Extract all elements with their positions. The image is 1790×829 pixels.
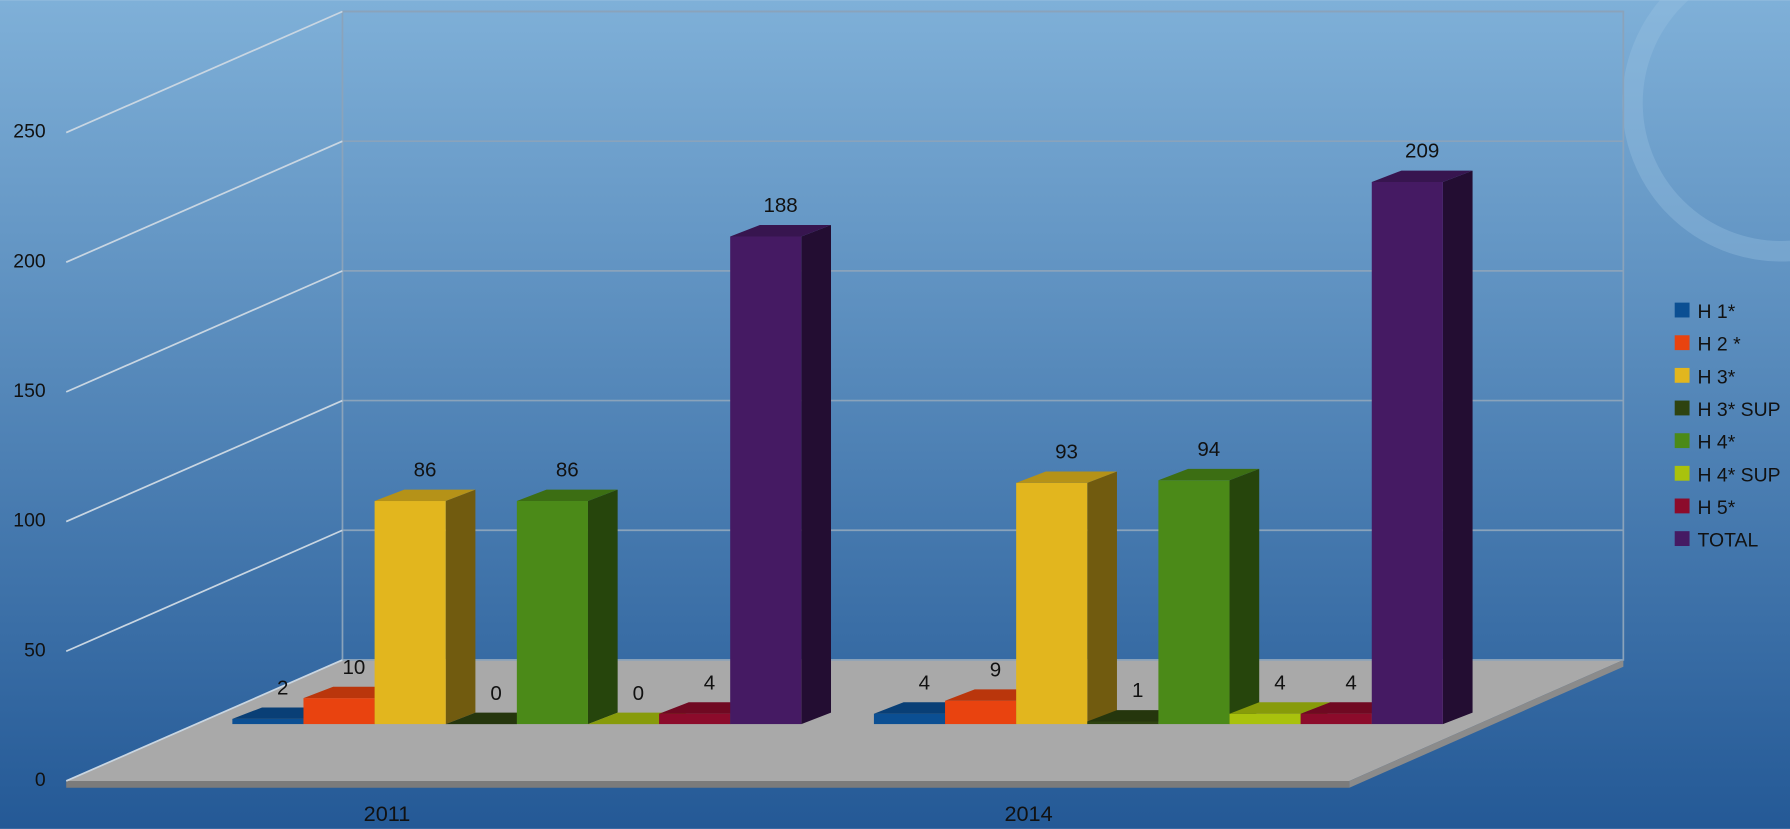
bar <box>1016 471 1117 724</box>
data-label: 4 <box>1274 671 1285 694</box>
bar <box>1158 469 1259 724</box>
data-label: 86 <box>556 459 579 482</box>
data-label: 93 <box>1055 441 1078 464</box>
legend-label: TOTAL <box>1698 530 1759 552</box>
bar-front <box>303 698 374 724</box>
legend-label: H 2 * <box>1698 334 1742 356</box>
y-tick-label: 0 <box>35 769 46 791</box>
bar-front <box>1158 480 1229 724</box>
legend-label: H 3* <box>1698 366 1736 388</box>
data-label: 10 <box>342 656 365 679</box>
legend-swatch <box>1675 499 1690 514</box>
bar <box>517 490 618 724</box>
bar-side <box>588 490 618 724</box>
legend-swatch <box>1675 531 1690 546</box>
data-label: 1 <box>1132 679 1143 702</box>
y-tick-label: 150 <box>13 380 46 402</box>
data-label: 0 <box>633 682 644 705</box>
bar-front <box>874 714 945 724</box>
y-tick-label: 200 <box>13 250 46 272</box>
bar-front <box>1301 714 1372 724</box>
legend-swatch <box>1675 303 1690 318</box>
legend-swatch <box>1675 401 1690 416</box>
page: 0 50 100 150 200 250 2011 2 10 86 0 86 0 4 188 2014 4 9 93… <box>0 0 1790 829</box>
bar <box>730 225 831 724</box>
x-tick-label: 2014 <box>1004 801 1052 826</box>
data-label: 4 <box>919 671 930 694</box>
data-label: 209 <box>1405 140 1439 163</box>
legend-swatch <box>1675 466 1690 481</box>
bar-front <box>659 714 730 724</box>
data-label: 94 <box>1197 438 1220 461</box>
data-label: 188 <box>763 194 797 217</box>
y-tick-label: 100 <box>13 510 46 532</box>
y-tick-label: 50 <box>24 639 46 661</box>
bar-side <box>446 490 476 724</box>
legend-swatch <box>1675 368 1690 383</box>
bar-side <box>1230 469 1260 724</box>
chart: 0 50 100 150 200 250 2011 2 10 86 0 86 0 4 188 2014 4 9 93… <box>0 0 1790 829</box>
bar <box>1372 171 1473 724</box>
bar-front <box>375 501 446 724</box>
legend-label: H 1* <box>1698 301 1736 323</box>
bar-front <box>1016 483 1087 724</box>
bar-front <box>1372 182 1443 724</box>
bar-front <box>730 236 801 724</box>
legend-swatch <box>1675 335 1690 350</box>
data-label: 86 <box>414 459 437 482</box>
bar-side <box>1443 171 1473 724</box>
legend-label: H 5* <box>1698 497 1736 519</box>
data-label: 9 <box>990 658 1001 681</box>
floor-edge <box>66 781 1349 788</box>
y-tick-label: 250 <box>13 121 46 143</box>
bar-front <box>945 701 1016 724</box>
bar-front <box>1087 721 1158 724</box>
data-label: 4 <box>1345 671 1356 694</box>
bar-front <box>1230 714 1301 724</box>
bar <box>375 490 476 724</box>
data-label: 2 <box>277 677 288 700</box>
data-label: 0 <box>490 682 501 705</box>
legend-label: H 4* <box>1698 432 1736 454</box>
legend-label: H 4* SUP <box>1698 464 1781 486</box>
data-label: 4 <box>704 671 715 694</box>
x-tick-label: 2011 <box>364 801 411 826</box>
bar-side <box>1087 471 1117 724</box>
bar-front <box>232 719 303 724</box>
legend-swatch <box>1675 433 1690 448</box>
legend-label: H 3* SUP <box>1698 399 1781 421</box>
bar-front <box>517 501 588 724</box>
bar-side <box>801 225 831 724</box>
